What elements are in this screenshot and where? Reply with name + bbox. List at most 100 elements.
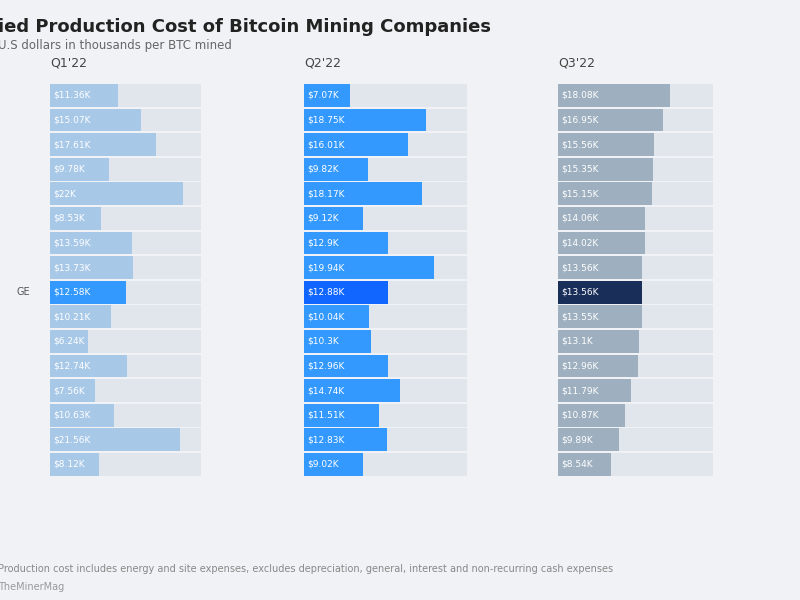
FancyBboxPatch shape [558,182,713,205]
FancyBboxPatch shape [558,182,652,205]
Text: $9.89K: $9.89K [561,436,593,445]
FancyBboxPatch shape [558,453,610,476]
FancyBboxPatch shape [304,355,388,377]
FancyBboxPatch shape [304,379,400,402]
Text: $10.3K: $10.3K [307,337,339,346]
Text: $15.15K: $15.15K [561,190,598,198]
Text: $19.94K: $19.94K [307,263,345,272]
FancyBboxPatch shape [304,207,363,230]
FancyBboxPatch shape [304,330,371,353]
Text: $9.02K: $9.02K [307,460,338,469]
FancyBboxPatch shape [558,158,713,181]
Text: $16.01K: $16.01K [307,140,345,149]
FancyBboxPatch shape [304,281,466,304]
FancyBboxPatch shape [50,232,201,254]
FancyBboxPatch shape [50,84,118,107]
FancyBboxPatch shape [558,207,713,230]
FancyBboxPatch shape [558,158,653,181]
Text: $8.54K: $8.54K [561,460,593,469]
FancyBboxPatch shape [558,305,642,328]
FancyBboxPatch shape [304,428,387,451]
Text: $11.51K: $11.51K [307,411,345,420]
FancyBboxPatch shape [304,453,362,476]
FancyBboxPatch shape [50,355,126,377]
Text: $10.63K: $10.63K [53,411,90,420]
Text: $16.95K: $16.95K [561,115,598,125]
FancyBboxPatch shape [50,379,201,402]
Text: $10.04K: $10.04K [307,312,345,322]
Text: $7.56K: $7.56K [53,386,85,395]
FancyBboxPatch shape [558,379,713,402]
FancyBboxPatch shape [304,133,408,156]
FancyBboxPatch shape [558,84,670,107]
FancyBboxPatch shape [50,379,95,402]
Text: Q2'22: Q2'22 [304,56,341,69]
FancyBboxPatch shape [304,84,350,107]
FancyBboxPatch shape [50,182,182,205]
FancyBboxPatch shape [558,133,713,156]
FancyBboxPatch shape [304,207,466,230]
Text: $13.56K: $13.56K [561,287,598,296]
FancyBboxPatch shape [50,453,201,476]
Text: $14.02K: $14.02K [561,238,598,247]
Text: Production cost includes energy and site expenses, excludes depreciation, genera: Production cost includes energy and site… [0,564,614,574]
FancyBboxPatch shape [304,109,426,131]
Text: $15.07K: $15.07K [53,115,90,125]
FancyBboxPatch shape [304,379,466,402]
Text: $6.24K: $6.24K [53,337,85,346]
Text: $7.07K: $7.07K [307,91,339,100]
FancyBboxPatch shape [304,305,370,328]
Text: Q1'22: Q1'22 [50,56,87,69]
FancyBboxPatch shape [558,281,642,304]
FancyBboxPatch shape [558,281,713,304]
FancyBboxPatch shape [304,404,378,427]
FancyBboxPatch shape [50,281,201,304]
FancyBboxPatch shape [50,109,201,131]
FancyBboxPatch shape [558,84,713,107]
Text: $10.21K: $10.21K [53,312,90,322]
Text: $22K: $22K [53,190,76,198]
FancyBboxPatch shape [304,158,368,181]
FancyBboxPatch shape [50,305,111,328]
Text: $12.74K: $12.74K [53,361,90,371]
FancyBboxPatch shape [50,232,132,254]
FancyBboxPatch shape [304,232,388,254]
FancyBboxPatch shape [558,355,713,377]
Text: $13.55K: $13.55K [561,312,598,322]
Text: $12.83K: $12.83K [307,436,345,445]
Text: $8.53K: $8.53K [53,214,85,223]
FancyBboxPatch shape [558,428,713,451]
FancyBboxPatch shape [50,305,201,328]
FancyBboxPatch shape [304,305,466,328]
Text: $9.82K: $9.82K [307,165,338,174]
FancyBboxPatch shape [50,158,201,181]
FancyBboxPatch shape [50,428,180,451]
FancyBboxPatch shape [50,453,99,476]
FancyBboxPatch shape [50,109,141,131]
FancyBboxPatch shape [304,133,466,156]
FancyBboxPatch shape [304,428,466,451]
FancyBboxPatch shape [558,355,638,377]
FancyBboxPatch shape [558,109,663,131]
FancyBboxPatch shape [304,281,388,304]
FancyBboxPatch shape [304,232,466,254]
Text: $15.56K: $15.56K [561,140,598,149]
FancyBboxPatch shape [558,207,645,230]
Text: U.S dollars in thousands per BTC mined: U.S dollars in thousands per BTC mined [0,39,232,52]
FancyBboxPatch shape [50,182,201,205]
Text: $14.74K: $14.74K [307,386,344,395]
Text: $12.96K: $12.96K [307,361,345,371]
FancyBboxPatch shape [558,232,713,254]
FancyBboxPatch shape [50,256,133,279]
FancyBboxPatch shape [304,182,422,205]
FancyBboxPatch shape [558,133,654,156]
Text: $21.56K: $21.56K [53,436,90,445]
FancyBboxPatch shape [558,109,713,131]
FancyBboxPatch shape [558,232,645,254]
Text: $12.88K: $12.88K [307,287,345,296]
FancyBboxPatch shape [304,404,466,427]
FancyBboxPatch shape [304,256,466,279]
FancyBboxPatch shape [558,330,639,353]
FancyBboxPatch shape [50,428,201,451]
FancyBboxPatch shape [558,379,631,402]
